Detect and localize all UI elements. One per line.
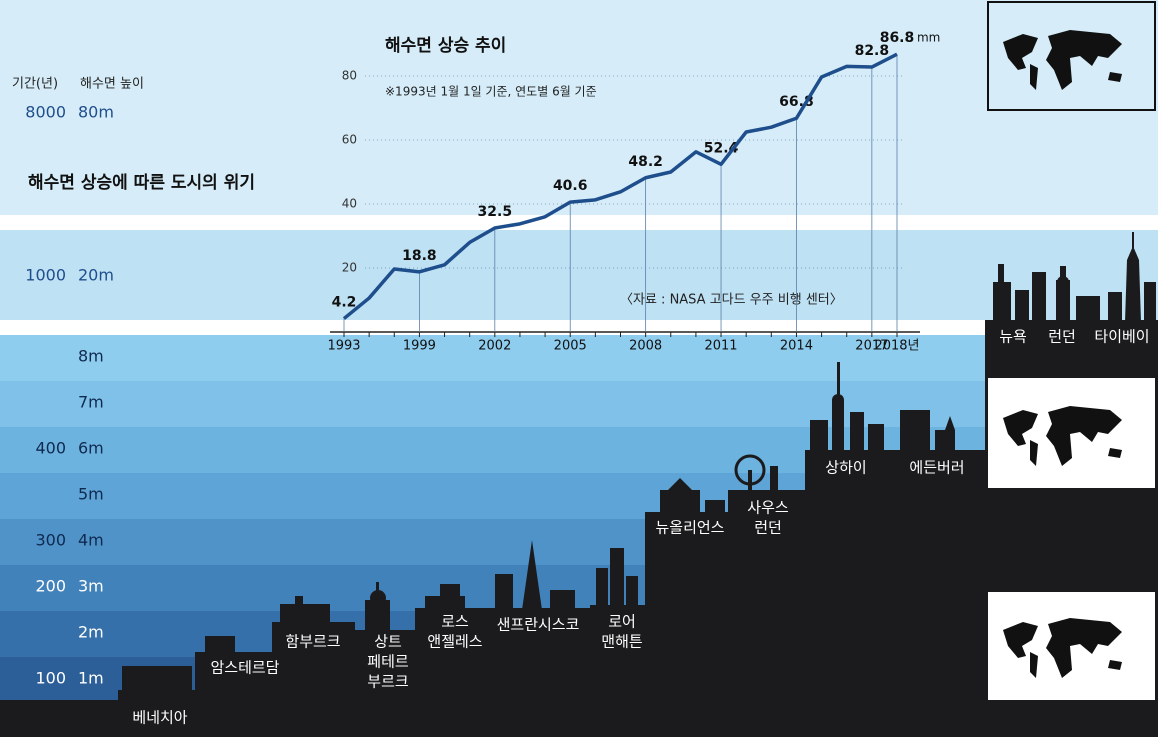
scale-period: 200 bbox=[35, 577, 66, 596]
band-top bbox=[0, 0, 1158, 215]
value-label: 40.6 bbox=[553, 178, 588, 194]
city-label: 샌프란시스코 bbox=[497, 616, 580, 634]
city-label: 런던 bbox=[1048, 328, 1076, 346]
x-tick-label: 2008 bbox=[629, 339, 662, 354]
scale-period: 100 bbox=[35, 669, 66, 688]
scale-height: 8m bbox=[78, 347, 104, 366]
city-label: 에든버러 bbox=[909, 459, 964, 477]
scale-height: 7m bbox=[78, 393, 104, 412]
y-tick-label: 80 bbox=[342, 69, 357, 83]
value-label: 32.5 bbox=[478, 204, 513, 220]
city-label: 뉴올리언스 bbox=[655, 519, 724, 537]
value-label: 86.8 bbox=[880, 30, 915, 46]
value-label: 18.8 bbox=[402, 248, 437, 264]
line-series bbox=[342, 52, 898, 320]
x-tick-label: 2005 bbox=[554, 339, 587, 354]
labels: 8000 80m 1000 20m 8m 7m 400 6m 5m 300 4m 200 3m 2m 100… bbox=[25, 103, 1149, 727]
scale-height: 4m bbox=[78, 531, 104, 550]
scale-height: 5m bbox=[78, 485, 104, 504]
scale-period: 400 bbox=[35, 439, 66, 458]
x-tick-label: 1993 bbox=[327, 339, 360, 354]
world-maps bbox=[987, 1, 1156, 700]
x-tick-label: 2018년 bbox=[874, 339, 919, 354]
scale-height: 20m bbox=[78, 266, 114, 285]
city-label: 타이베이 bbox=[1094, 328, 1149, 346]
city-label: 로스 bbox=[441, 613, 469, 631]
value-label: 4.2 bbox=[332, 295, 357, 311]
height-header: 해수면 높이 bbox=[80, 77, 144, 92]
city-label: 로어 bbox=[608, 613, 636, 631]
band-20m bbox=[0, 230, 1158, 320]
y-tick-label: 20 bbox=[342, 261, 357, 275]
scale-height: 3m bbox=[78, 577, 104, 596]
heading: 해수면 상승에 따른 도시의 위기 bbox=[28, 173, 255, 193]
city-label: 상트 bbox=[374, 633, 402, 651]
city-label: 상하이 bbox=[825, 459, 866, 477]
y-tick-label: 40 bbox=[342, 197, 357, 211]
x-tick-label: 1999 bbox=[403, 339, 436, 354]
scale-period: 8000 bbox=[25, 103, 66, 122]
period-header: 기간(년) bbox=[12, 77, 58, 92]
city-label: 사우스 bbox=[747, 499, 789, 517]
line-chart: 20 40 60 80 1993 4.2 1999 18.8 2002 32.5 2005 40.6 2… bbox=[327, 30, 940, 353]
scale-height: 80m bbox=[78, 103, 114, 122]
city-label: 베네치아 bbox=[132, 709, 187, 727]
band bbox=[0, 381, 985, 427]
chart-source: 〈자료 : NASA 고다드 우주 비행 센터〉 bbox=[620, 292, 843, 308]
x-tick-label: 2011 bbox=[704, 339, 737, 354]
city-label: 앤젤레스 bbox=[427, 633, 482, 651]
city-label: 런던 bbox=[754, 519, 782, 537]
city-label: 부르크 bbox=[367, 673, 408, 691]
skyline bbox=[0, 232, 1158, 737]
city-label: 뉴욕 bbox=[999, 328, 1027, 346]
x-tick-label: 2014 bbox=[780, 339, 813, 354]
y-tick-label: 60 bbox=[342, 133, 357, 147]
x-tick-label: 2002 bbox=[478, 339, 511, 354]
value-label: 82.8 bbox=[855, 43, 890, 59]
value-unit: mm bbox=[917, 31, 940, 45]
value-label: 48.2 bbox=[628, 154, 663, 170]
scale-height: 6m bbox=[78, 439, 104, 458]
city-label: 암스테르담 bbox=[210, 659, 279, 677]
city-label: 페테르 bbox=[367, 653, 409, 671]
scale-period: 300 bbox=[35, 531, 66, 550]
band bbox=[0, 335, 985, 381]
chart-title: 해수면 상승 추이 bbox=[385, 36, 506, 56]
x-tick-label: 2017 bbox=[855, 339, 888, 354]
scale-height: 2m bbox=[78, 623, 104, 642]
chart-subtitle: ※1993년 1월 1일 기준, 연도별 6월 기준 bbox=[385, 85, 597, 99]
scale-period: 1000 bbox=[25, 266, 66, 285]
city-label: 함부르크 bbox=[285, 633, 340, 651]
scale-height: 1m bbox=[78, 669, 104, 688]
city-label: 맨해튼 bbox=[601, 633, 642, 651]
